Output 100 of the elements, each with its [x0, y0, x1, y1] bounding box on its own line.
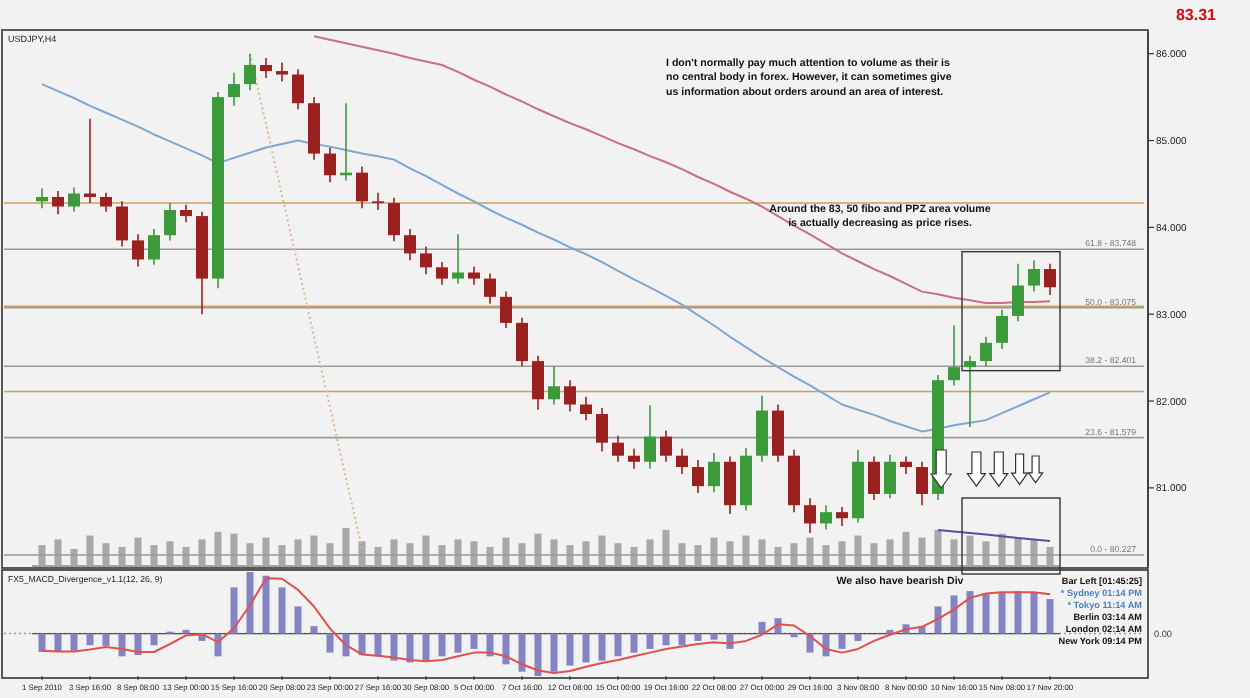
candlestick — [500, 290, 512, 329]
bar — [358, 633, 366, 656]
bar — [198, 539, 206, 566]
bar — [598, 633, 606, 661]
bar — [854, 633, 862, 641]
candlestick — [756, 395, 768, 463]
candlestick — [628, 447, 640, 470]
bar — [982, 541, 990, 566]
bar — [486, 633, 494, 657]
candlestick — [596, 407, 608, 453]
bar — [438, 545, 446, 566]
bar — [102, 543, 110, 566]
bar — [294, 539, 302, 566]
bar — [86, 535, 94, 566]
bar — [326, 543, 334, 566]
bar — [278, 545, 286, 566]
bar — [694, 545, 702, 566]
candlestick — [468, 265, 480, 286]
bar — [902, 531, 910, 566]
bar — [838, 633, 846, 649]
bar — [214, 531, 222, 566]
bar — [262, 537, 270, 566]
candlestick — [276, 61, 288, 83]
bar — [470, 541, 478, 566]
candlestick — [388, 197, 400, 243]
candlestick — [836, 506, 848, 527]
bar — [326, 633, 334, 653]
bar — [230, 587, 238, 634]
bar — [406, 543, 414, 566]
candlestick — [660, 429, 672, 463]
line-series — [41, 83, 1051, 433]
bar — [934, 529, 942, 566]
bar — [950, 539, 958, 566]
bar — [550, 633, 558, 672]
candlestick — [420, 245, 432, 276]
candlestick — [452, 233, 464, 285]
bar — [54, 539, 62, 566]
bar — [838, 541, 846, 566]
bar — [742, 535, 750, 566]
bar — [662, 633, 670, 646]
bar — [518, 543, 526, 566]
candlestick — [996, 309, 1008, 350]
candlestick — [292, 68, 304, 111]
bar — [966, 535, 974, 566]
bar — [502, 633, 510, 665]
candlestick — [68, 186, 80, 213]
bar — [342, 528, 350, 566]
candlestick — [948, 324, 960, 387]
text: 83.31 — [1175, 6, 1218, 24]
bar — [102, 633, 110, 646]
bar — [710, 537, 718, 566]
bar — [758, 621, 766, 634]
candlestick — [100, 191, 112, 213]
bar — [710, 633, 718, 640]
candlestick — [820, 504, 832, 531]
bar — [918, 537, 926, 566]
bar — [150, 633, 158, 646]
bar — [566, 545, 574, 566]
bar — [678, 543, 686, 566]
candlestick — [1012, 263, 1024, 322]
bar — [118, 633, 126, 657]
bar — [246, 543, 254, 566]
candlestick — [260, 57, 272, 79]
bar — [662, 529, 670, 566]
bar — [870, 543, 878, 566]
bar — [86, 633, 94, 646]
candlestick — [884, 454, 896, 500]
bar — [518, 633, 526, 672]
candlestick — [436, 261, 448, 286]
bar — [278, 587, 286, 634]
candlestick — [868, 455, 880, 501]
bar — [422, 535, 430, 566]
bar — [982, 593, 990, 634]
candlestick — [644, 404, 656, 470]
candlestick — [580, 395, 592, 421]
bar — [614, 543, 622, 566]
candlestick — [804, 497, 816, 534]
bar — [614, 633, 622, 657]
candlestick — [36, 187, 48, 210]
bar — [566, 633, 574, 666]
bar — [134, 537, 142, 566]
bar — [822, 545, 830, 566]
bar — [390, 633, 398, 661]
bar — [262, 575, 270, 634]
bar — [886, 539, 894, 566]
candlestick — [1044, 263, 1056, 296]
candlestick — [404, 228, 416, 262]
candlestick — [516, 316, 528, 368]
bar — [934, 606, 942, 634]
bar — [758, 539, 766, 566]
bar — [454, 539, 462, 566]
bar — [582, 633, 590, 663]
bar — [1046, 599, 1054, 634]
candlestick — [132, 233, 144, 268]
bar — [646, 539, 654, 566]
candlestick — [676, 447, 688, 475]
candlestick — [116, 200, 128, 248]
bar — [230, 533, 238, 566]
bar — [454, 633, 462, 653]
candlestick — [324, 146, 336, 184]
